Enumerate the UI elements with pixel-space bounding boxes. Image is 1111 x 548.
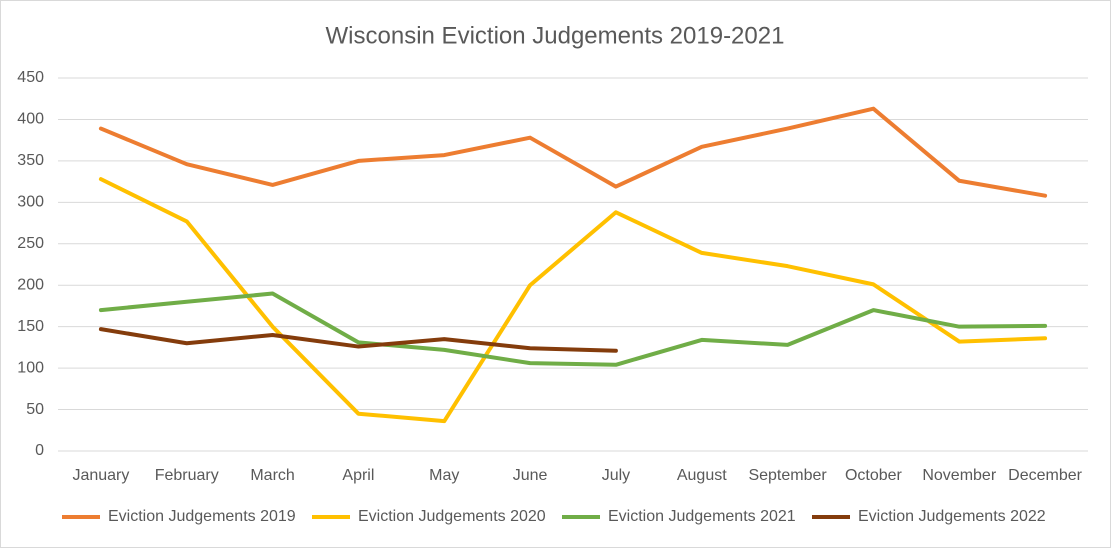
y-tick-label: 100 <box>17 359 44 376</box>
x-tick-label: May <box>429 467 459 484</box>
x-tick-label: February <box>155 467 219 484</box>
legend-label: Eviction Judgements 2019 <box>108 508 296 525</box>
y-tick-label: 250 <box>17 235 44 252</box>
legend-label: Eviction Judgements 2021 <box>608 508 796 525</box>
x-tick-label: June <box>513 467 548 484</box>
series-line <box>98 327 618 353</box>
x-tick-label: July <box>602 467 630 484</box>
y-tick-label: 200 <box>17 276 44 293</box>
x-tick-label: April <box>342 467 374 484</box>
y-tick-label: 400 <box>17 111 44 128</box>
x-tick-label: December <box>1008 467 1082 484</box>
y-tick-label: 50 <box>26 401 44 418</box>
series-line <box>98 106 1048 198</box>
y-tick-label: 450 <box>17 69 44 86</box>
x-tick-label: March <box>250 467 294 484</box>
x-tick-label: October <box>845 467 903 484</box>
legend-label: Eviction Judgements 2020 <box>358 508 546 525</box>
x-tick-label: September <box>748 467 827 484</box>
y-tick-label: 350 <box>17 152 44 169</box>
x-tick-label: January <box>72 467 129 484</box>
x-tick-label: August <box>677 467 727 484</box>
x-tick-label: November <box>922 467 996 484</box>
legend-label: Eviction Judgements 2022 <box>858 508 1046 525</box>
series-line <box>98 177 1048 424</box>
series-line <box>98 291 1048 367</box>
y-tick-label: 0 <box>35 442 44 459</box>
y-tick-label: 300 <box>17 194 44 211</box>
y-tick-label: 150 <box>17 318 44 335</box>
chart-title: Wisconsin Eviction Judgements 2019-2021 <box>326 22 785 49</box>
